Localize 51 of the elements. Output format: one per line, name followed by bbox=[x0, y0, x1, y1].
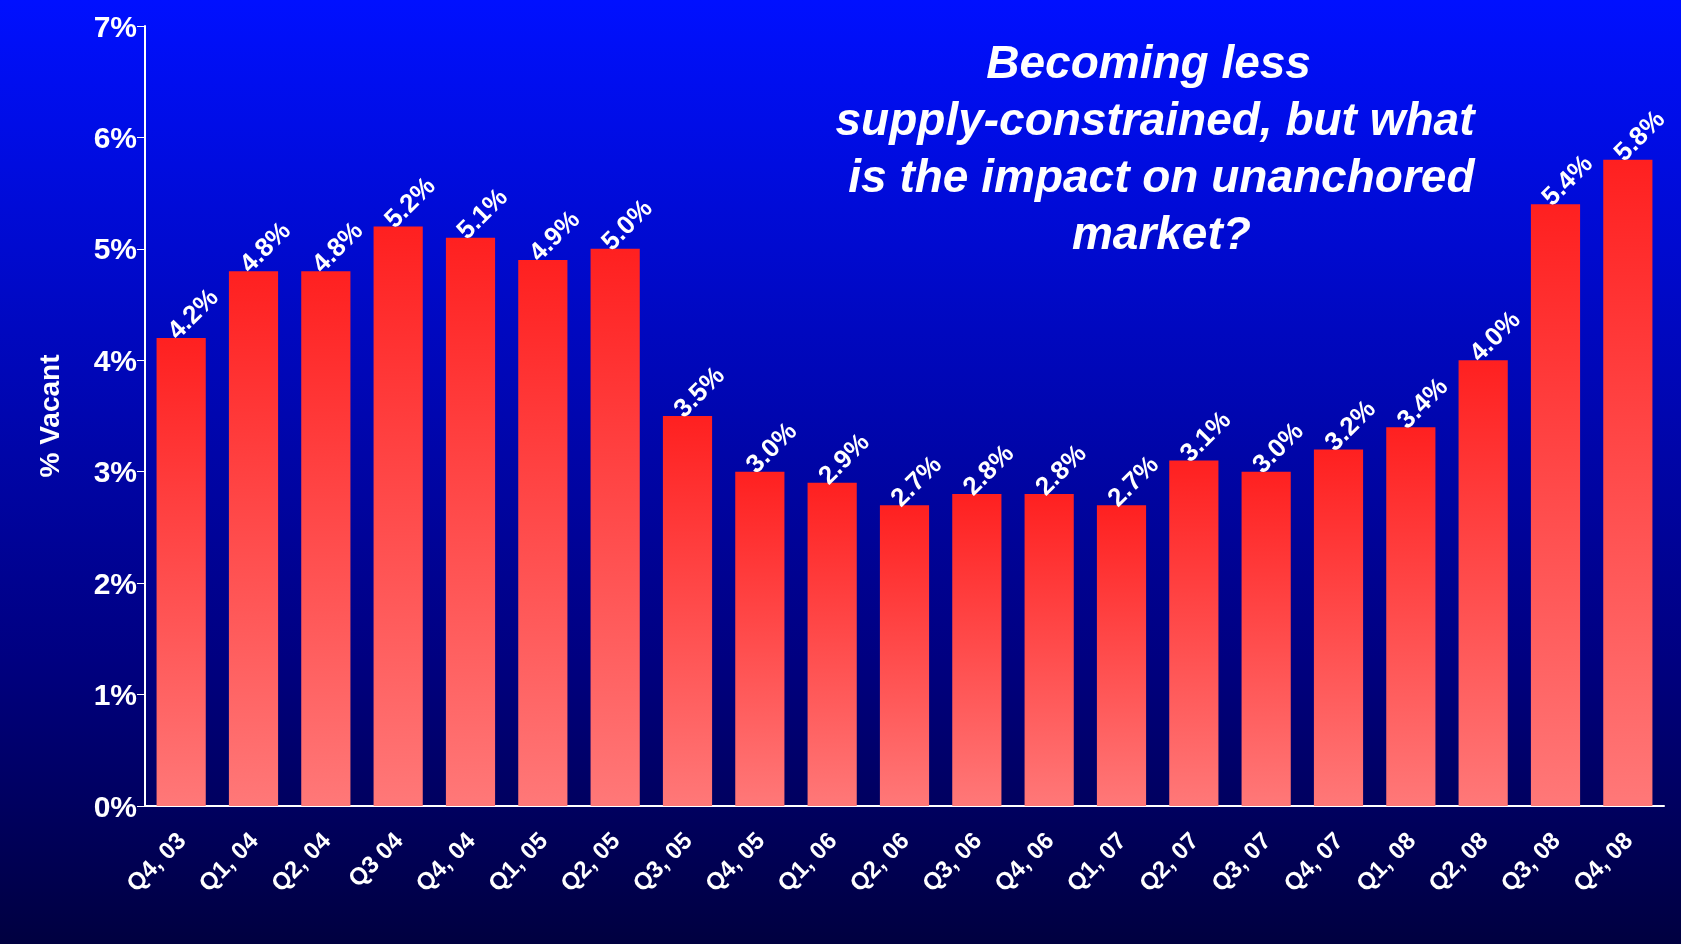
bar bbox=[1241, 471, 1291, 806]
x-tick-label: Q2, 06 bbox=[844, 826, 915, 897]
y-tick-label: 6% bbox=[93, 120, 137, 154]
x-tick-label: Q4, 08 bbox=[1567, 826, 1638, 897]
x-tick-label: Q2, 05 bbox=[554, 826, 625, 897]
bar bbox=[1603, 159, 1653, 806]
y-tick-label: 3% bbox=[93, 455, 137, 489]
y-tick-label: 2% bbox=[93, 566, 137, 600]
bar bbox=[1024, 494, 1074, 806]
text: Becoming less supply-constrained, but what is the impact on unanchored market? bbox=[835, 35, 1477, 259]
bar bbox=[735, 471, 785, 806]
bar bbox=[1386, 427, 1436, 806]
x-tick-label: Q4, 03 bbox=[120, 826, 191, 897]
x-tick-label: Q3 04 bbox=[342, 825, 409, 892]
y-tick-label: 4% bbox=[93, 343, 137, 377]
y-tick-label: 1% bbox=[93, 678, 137, 712]
x-tick-label: Q2, 04 bbox=[265, 826, 336, 897]
bar bbox=[1530, 204, 1581, 806]
bar bbox=[952, 494, 1002, 806]
bar bbox=[1458, 360, 1508, 806]
x-tick-label: Q1, 07 bbox=[1061, 826, 1132, 897]
x-tick-label: Q3, 06 bbox=[916, 826, 987, 897]
x-tick-label: Q2, 07 bbox=[1133, 826, 1204, 897]
x-tick-label: Q2, 08 bbox=[1422, 826, 1493, 897]
y-tick-label: 5% bbox=[93, 232, 137, 266]
bar bbox=[301, 271, 351, 806]
bar bbox=[1313, 449, 1364, 806]
x-tick-label: Q3, 08 bbox=[1495, 826, 1566, 897]
bar bbox=[445, 237, 496, 806]
bar bbox=[1096, 505, 1147, 806]
x-tick-label: Q1, 06 bbox=[771, 826, 842, 897]
y-tick-label: 7% bbox=[93, 9, 137, 43]
bar bbox=[156, 338, 206, 806]
x-tick-label: Q4, 07 bbox=[1278, 826, 1349, 897]
bar bbox=[662, 416, 713, 806]
bar bbox=[373, 226, 423, 806]
x-tick-label: Q3, 05 bbox=[627, 826, 698, 897]
x-tick-label: Q3, 07 bbox=[1205, 826, 1276, 897]
x-tick-label: Q1, 08 bbox=[1350, 826, 1421, 897]
bar bbox=[590, 248, 640, 806]
y-tick-label: 0% bbox=[93, 789, 137, 823]
x-tick-label: Q4, 04 bbox=[410, 826, 481, 897]
bar bbox=[228, 271, 279, 806]
x-tick-label: Q1, 04 bbox=[193, 826, 264, 897]
x-tick-label: Q4, 05 bbox=[699, 826, 770, 897]
y-axis-title: % Vacant bbox=[33, 354, 65, 478]
x-tick-label: Q4, 06 bbox=[988, 826, 1059, 897]
bar bbox=[1169, 460, 1219, 806]
bar bbox=[518, 260, 568, 806]
bar bbox=[879, 505, 930, 806]
x-tick-label: Q1, 05 bbox=[482, 826, 553, 897]
